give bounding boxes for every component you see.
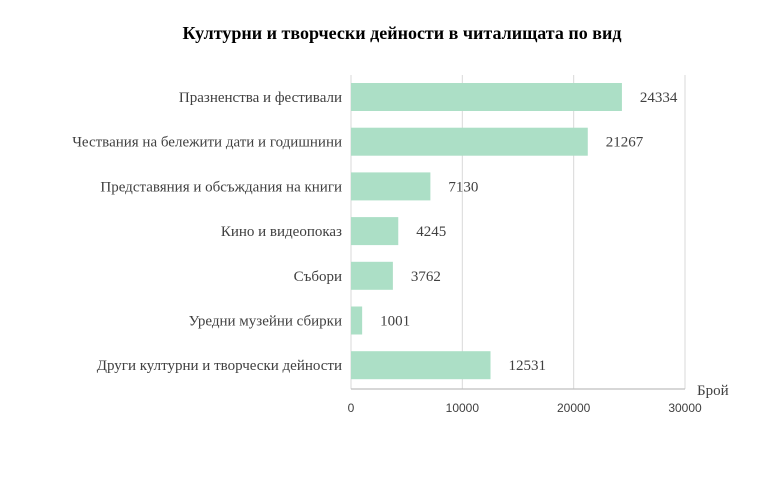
x-tick-label: 10000 xyxy=(446,401,480,415)
data-label: 21267 xyxy=(606,135,644,151)
bar xyxy=(351,261,393,290)
x-tick-label: 20000 xyxy=(557,401,591,415)
bar xyxy=(351,306,363,335)
category-label: Кино и видеопоказ xyxy=(221,224,342,240)
bar xyxy=(351,172,431,201)
category-label: Други културни и творчески дейности xyxy=(97,358,342,374)
category-label: Чествания на бележити дати и годишнини xyxy=(72,135,342,151)
data-label: 4245 xyxy=(416,224,446,240)
bar xyxy=(351,351,491,380)
category-label: Представяния и обсъждания на книги xyxy=(100,179,342,195)
data-label: 24334 xyxy=(640,90,678,106)
data-label: 7130 xyxy=(448,179,478,195)
category-label: Празненства и фестивали xyxy=(179,90,342,106)
data-label: 1001 xyxy=(380,314,410,330)
data-label: 3762 xyxy=(411,269,441,285)
bar xyxy=(351,127,588,156)
x-tick-label: 0 xyxy=(348,401,355,415)
data-label: 12531 xyxy=(509,358,547,374)
chart-title: Културни и творчески дейности в читалища… xyxy=(183,23,622,43)
category-label: Събори xyxy=(294,269,342,285)
bar xyxy=(351,217,399,246)
x-axis-label: Брой xyxy=(697,383,729,399)
x-tick-label: 30000 xyxy=(668,401,702,415)
category-label: Уредни музейни сбирки xyxy=(189,314,342,330)
bar xyxy=(351,83,622,111)
